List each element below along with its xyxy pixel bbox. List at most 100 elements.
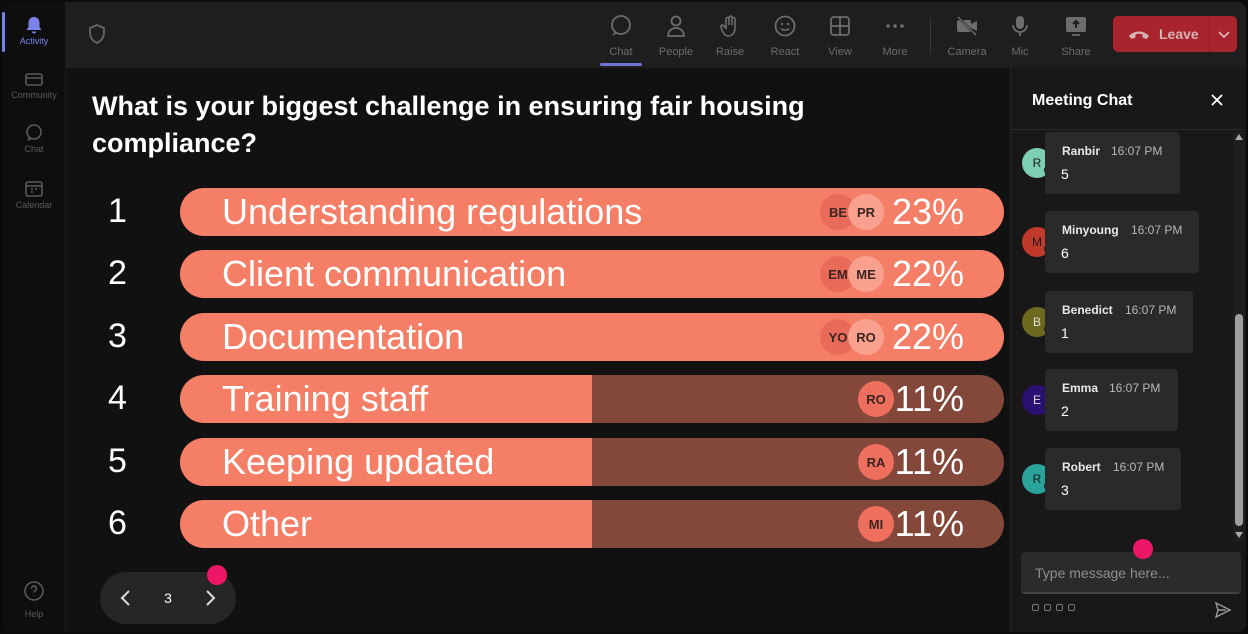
message-bubble: Robert 16:07 PM 3: [1045, 448, 1181, 510]
leave-button[interactable]: Leave: [1113, 16, 1237, 52]
toolbar-camera-button[interactable]: Camera: [941, 10, 993, 64]
option-bar-fill: [180, 438, 592, 486]
calendar-icon: [25, 181, 43, 197]
toolbar-chat-button[interactable]: Chat: [595, 10, 647, 66]
toolbar-share-button[interactable]: Share: [1050, 10, 1102, 64]
message-time: 16:07 PM: [1125, 303, 1177, 317]
toolbar-button-label: Camera: [947, 46, 987, 58]
voter-avatar: ME: [848, 256, 884, 292]
share-icon: [1066, 17, 1086, 36]
meeting-toolbar: Chat People Raise React View More Camera: [66, 2, 1246, 68]
close-icon[interactable]: [1209, 92, 1225, 108]
option-label: Client communication: [222, 253, 567, 294]
option-label: Understanding regulations: [222, 191, 643, 232]
toolbar-button-label: Chat: [609, 46, 633, 58]
emoji-icon[interactable]: [1056, 604, 1063, 611]
shield-icon[interactable]: [88, 24, 106, 44]
voter-avatar: RO: [848, 319, 884, 355]
rail-item-activity[interactable]: Activity: [2, 8, 66, 58]
voter-avatar: PR: [848, 194, 884, 230]
compose-format-toolbar: [1032, 604, 1075, 616]
rail-item-label: Activity: [19, 36, 49, 46]
sender-name: Minyoung: [1062, 223, 1119, 237]
attach-icon[interactable]: [1044, 604, 1051, 611]
option-bar: Training staff RO 11%: [180, 375, 1004, 423]
option-bar-fill: [180, 500, 592, 548]
rail-item-label: Chat: [24, 144, 44, 154]
message-bubble: Ranbir 16:07 PM 5: [1045, 132, 1180, 194]
option-bar: Client communication EM ME 22%: [180, 250, 1004, 298]
chat-scrollbar[interactable]: [1233, 132, 1245, 542]
scrollbar-thumb[interactable]: [1235, 314, 1243, 526]
message-time: 16:07 PM: [1111, 144, 1163, 158]
option-number: 3: [108, 317, 127, 355]
poll-option: 3 Documentation YO RO 22%: [66, 313, 1008, 361]
option-percent: 22%: [891, 316, 964, 357]
help-icon: [24, 581, 44, 601]
toolbar-button-label: Mic: [1011, 46, 1029, 58]
toolbar-view-button[interactable]: View: [814, 10, 866, 64]
scroll-up-arrow[interactable]: [1235, 134, 1243, 140]
poll-question: What is your biggest challenge in ensuri…: [92, 91, 805, 158]
option-percent: 11%: [894, 441, 964, 482]
option-number: 2: [108, 254, 127, 292]
chevron-right-icon[interactable]: [200, 588, 220, 608]
message-text: 6: [1061, 245, 1069, 261]
toolbar-mic-button[interactable]: Mic: [994, 10, 1046, 64]
toolbar-button-label: More: [882, 46, 908, 58]
poll-option: 2 Client communication EM ME 22%: [66, 250, 1008, 298]
message-time: 16:07 PM: [1109, 381, 1161, 395]
toolbar-divider: [930, 18, 931, 54]
option-bar: Understanding regulations BE PR 23%: [180, 188, 1004, 236]
toolbar-more-button[interactable]: More: [869, 10, 921, 64]
message-text: 5: [1061, 166, 1069, 182]
format-icon[interactable]: [1032, 604, 1039, 611]
rail-item-help[interactable]: Help: [2, 576, 66, 626]
voter-avatar: RO: [858, 381, 894, 417]
chat-icon: [611, 15, 631, 36]
send-icon[interactable]: [1214, 601, 1232, 619]
app-rail: Activity Community Chat Calendar Help: [2, 2, 66, 632]
toolbar-react-button[interactable]: React: [759, 10, 811, 64]
scroll-down-arrow[interactable]: [1235, 532, 1243, 538]
toolbar-people-button[interactable]: People: [650, 10, 702, 64]
message-bubble: Minyoung 16:07 PM 6: [1045, 211, 1199, 273]
rail-item-chat[interactable]: Chat: [2, 116, 66, 166]
chevron-down-icon: [1217, 31, 1230, 39]
cursor-indicator-dot: [207, 565, 227, 585]
option-number: 6: [108, 504, 127, 542]
message-input[interactable]: [1035, 562, 1225, 584]
option-number: 1: [108, 192, 127, 230]
poll-option: 4 Training staff RO 11%: [66, 375, 1008, 423]
option-label: Training staff: [222, 378, 429, 419]
chat-title: Meeting Chat: [1032, 92, 1133, 109]
leave-options-dropdown[interactable]: [1209, 16, 1237, 52]
rail-item-calendar[interactable]: Calendar: [2, 172, 66, 222]
camera-off-icon: [957, 16, 977, 36]
poll-option: 1 Understanding regulations BE PR 23%: [66, 188, 1008, 236]
chevron-left-icon[interactable]: [116, 588, 136, 608]
option-percent: 11%: [894, 378, 964, 419]
meeting-chat-panel: Meeting Chat R Ranbir 16:07 PM 5 M Minyo…: [1010, 68, 1246, 632]
toolbar-button-label: People: [658, 46, 694, 58]
chat-message: R Ranbir 16:07 PM 5: [1011, 132, 1241, 196]
message-text: 1: [1061, 325, 1069, 341]
rail-help-label: Help: [24, 609, 44, 619]
cursor-indicator-dot: [1133, 539, 1153, 559]
sender-name: Emma: [1062, 381, 1099, 395]
rail-item-community[interactable]: Community: [2, 62, 66, 112]
message-bubble: Emma 16:07 PM 2: [1045, 369, 1178, 431]
option-number: 5: [108, 442, 127, 480]
option-bar: Other MI 11%: [180, 500, 1004, 548]
toolbar-raise-button[interactable]: Raise: [704, 10, 756, 64]
message-time: 16:07 PM: [1131, 223, 1183, 237]
rail-item-label: Community: [11, 90, 57, 100]
message-compose-box[interactable]: [1021, 552, 1241, 594]
sender-name: Robert: [1062, 460, 1101, 474]
option-bar-fill: [180, 375, 592, 423]
option-number: 4: [108, 379, 127, 417]
gif-icon[interactable]: [1068, 604, 1075, 611]
chat-message: B Benedict 16:07 PM 1: [1011, 291, 1241, 355]
option-label: Other: [222, 503, 313, 544]
